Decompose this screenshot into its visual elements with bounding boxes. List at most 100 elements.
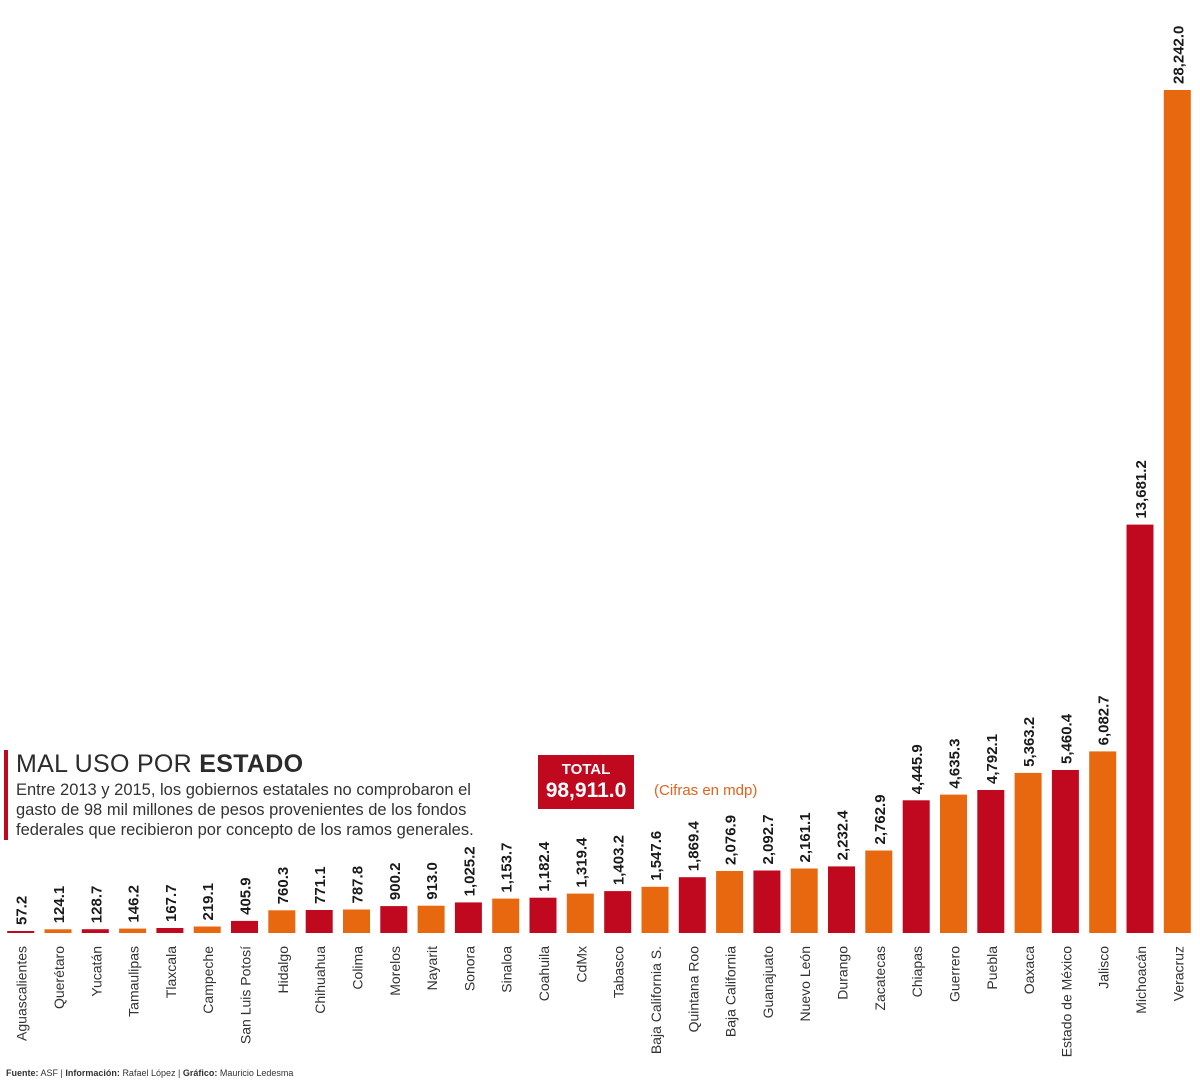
bar-9 xyxy=(343,909,370,933)
value-label: 4,445.9 xyxy=(909,744,926,794)
value-label: 5,460.4 xyxy=(1058,713,1075,764)
category-label: Sonora xyxy=(461,946,477,991)
bar-22 xyxy=(828,866,855,933)
headline-light: MAL USO POR xyxy=(16,750,200,778)
credit-graphic: Mauricio Ledesma xyxy=(219,1068,294,1078)
bar-10 xyxy=(380,906,408,933)
value-label: 1,025.2 xyxy=(461,846,478,896)
category-label: Hidalgo xyxy=(275,946,291,994)
bar-8 xyxy=(305,910,333,933)
headline: MAL USO POR ESTADO xyxy=(16,750,536,778)
category-label: Tlaxcala xyxy=(163,946,179,998)
bar-27 xyxy=(1014,772,1042,933)
value-label: 6,082.7 xyxy=(1096,695,1113,745)
credit-separator: | xyxy=(60,1068,63,1078)
value-label: 787.8 xyxy=(350,866,367,904)
value-label: 4,635.3 xyxy=(947,739,964,789)
value-label: 2,762.9 xyxy=(872,794,889,844)
credits-line: Fuente: ASF | Información: Rafael López … xyxy=(6,1068,293,1078)
subtitle-line: Entre 2013 y 2015, los gobiernos estatal… xyxy=(16,781,471,799)
category-label: Morelos xyxy=(387,946,403,996)
category-label: Sinaloa xyxy=(499,946,515,993)
bar-25 xyxy=(940,794,967,933)
bar-7 xyxy=(268,910,296,933)
bar-15 xyxy=(566,893,594,933)
credit-info: Rafael López xyxy=(122,1068,176,1078)
category-label: Guerrero xyxy=(947,946,963,1002)
bar-26 xyxy=(977,790,1005,933)
subtitle: Entre 2013 y 2015, los gobiernos estatal… xyxy=(16,780,536,840)
credit-source: ASF xyxy=(40,1068,59,1078)
category-label: Oaxaca xyxy=(1021,946,1037,994)
bar-30 xyxy=(1126,524,1154,933)
bar-31 xyxy=(1163,90,1191,933)
bar-21 xyxy=(790,868,818,933)
bar-2 xyxy=(81,929,109,933)
bar-6 xyxy=(231,920,258,933)
bar-3 xyxy=(119,928,147,933)
value-label: 771.1 xyxy=(312,866,329,904)
bar-1 xyxy=(44,929,72,933)
category-label: Durango xyxy=(835,946,851,1000)
bar-17 xyxy=(641,886,669,933)
value-label: 5,363.2 xyxy=(1021,717,1038,767)
credit-separator: | xyxy=(178,1068,181,1078)
category-label: Chihuahua xyxy=(312,946,328,1014)
category-label: Colima xyxy=(350,946,366,990)
bar-11 xyxy=(417,905,445,933)
bar-14 xyxy=(529,897,557,933)
value-label: 1,319.4 xyxy=(573,837,590,888)
value-label: 2,076.9 xyxy=(723,815,740,865)
headline-bold: ESTADO xyxy=(199,750,304,778)
category-label: Zacatecas xyxy=(872,946,888,1011)
value-label: 1,153.7 xyxy=(499,843,516,893)
category-label: Veracruz xyxy=(1170,946,1186,1001)
value-label: 146.2 xyxy=(126,885,143,923)
credit-info-label: Información: xyxy=(65,1068,120,1078)
bar-19 xyxy=(716,871,744,933)
bar-24 xyxy=(902,800,930,933)
bar-29 xyxy=(1089,751,1117,933)
value-label: 2,161.1 xyxy=(797,812,814,862)
value-label: 28,242.0 xyxy=(1170,26,1187,84)
category-label: Chiapas xyxy=(909,946,925,997)
value-label: 1,869.4 xyxy=(685,820,702,871)
bar-18 xyxy=(678,877,706,933)
bar-0 xyxy=(7,931,35,933)
credit-graphic-label: Gráfico: xyxy=(182,1068,218,1078)
value-label: 124.1 xyxy=(51,886,68,924)
category-label: Guanajuato xyxy=(760,946,776,1019)
category-label: Tamaulipas xyxy=(126,946,142,1017)
value-label: 219.1 xyxy=(200,883,217,921)
value-label: 1,403.2 xyxy=(611,835,628,885)
value-label: 900.2 xyxy=(387,863,404,901)
value-label: 2,092.7 xyxy=(760,814,777,864)
category-label: Quintana Roo xyxy=(685,946,701,1033)
category-label: Baja California xyxy=(723,946,739,1037)
category-label: Nuevo León xyxy=(797,946,813,1022)
category-label: Nayarit xyxy=(424,946,440,990)
value-label: 57.2 xyxy=(14,896,31,925)
category-label: Aguascalientes xyxy=(14,946,30,1041)
category-label: CdMx xyxy=(573,946,589,983)
bar-16 xyxy=(604,891,632,933)
subtitle-line: federales que recibieron por concepto de… xyxy=(16,821,474,839)
value-label: 13,681.2 xyxy=(1133,460,1150,518)
total-label: TOTAL xyxy=(561,761,611,778)
category-label: Baja California S. xyxy=(648,946,664,1054)
value-label: 4,792.1 xyxy=(984,734,1001,784)
value-label: 913.0 xyxy=(424,862,441,900)
value-label: 760.3 xyxy=(275,867,292,905)
chart-header: MAL USO POR ESTADO Entre 2013 y 2015, lo… xyxy=(4,750,536,840)
bar-12 xyxy=(454,902,482,933)
value-label: 1,547.6 xyxy=(648,831,665,881)
value-label: 128.7 xyxy=(88,886,105,924)
category-label: San Luis Potosí xyxy=(238,946,254,1044)
bar-4 xyxy=(156,928,184,933)
category-label: Michoacán xyxy=(1133,946,1149,1014)
bar-13 xyxy=(492,898,520,933)
category-label: Yucatán xyxy=(88,946,104,997)
bar-23 xyxy=(865,850,893,933)
value-label: 405.9 xyxy=(238,877,255,915)
